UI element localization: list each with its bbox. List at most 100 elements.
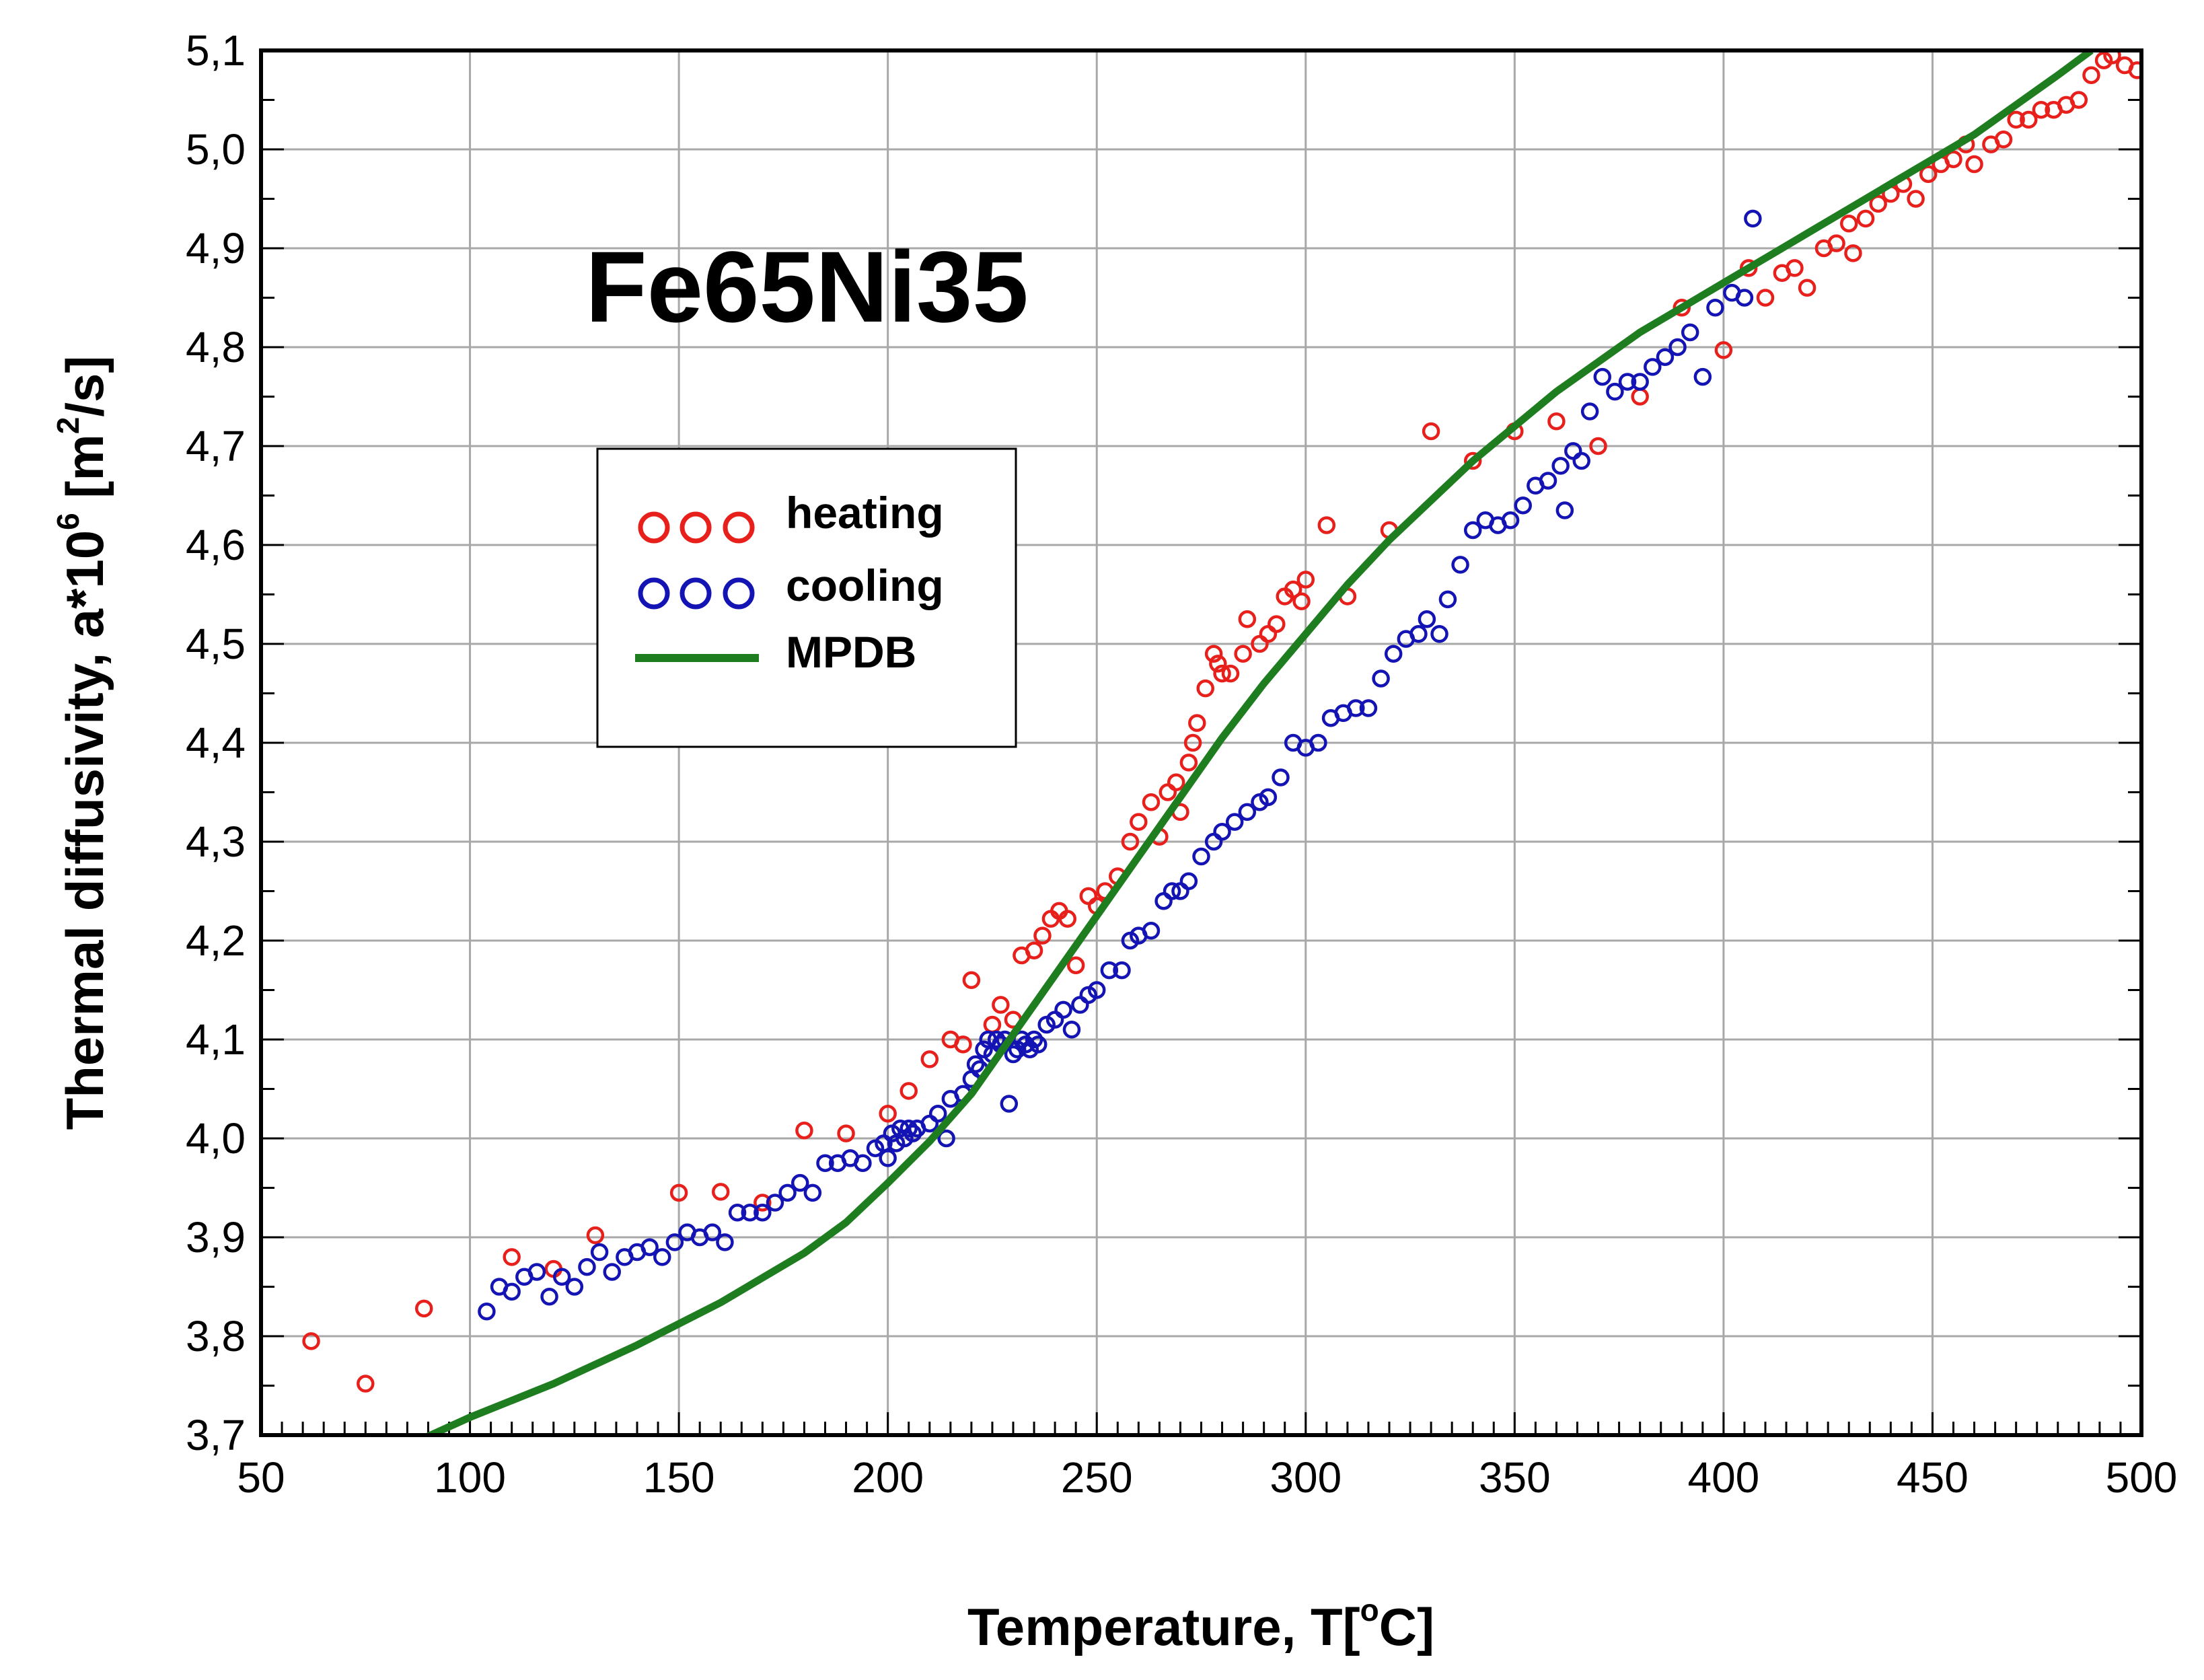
y-axis-title-tail: /s] bbox=[55, 356, 114, 417]
cooling-point bbox=[1430, 625, 1448, 643]
y-axis-title: Thermal diffusivity, a*106 [m2/s] bbox=[50, 356, 114, 1130]
cooling-point bbox=[1272, 768, 1290, 787]
x-tick-labels: 50 100 150 200 250 300 350 400 450 500 bbox=[237, 1453, 2177, 1502]
y-tick-labels: 3,7 3,8 3,9 4,0 4,1 4,2 4,3 4,4 4,5 4,6 4,7 4,8 4,9 5… bbox=[186, 26, 246, 1459]
cooling-point bbox=[1668, 338, 1687, 357]
legend-entry-mpdb: MPDB bbox=[635, 627, 916, 677]
y-tick-label: 4,0 bbox=[186, 1114, 246, 1163]
heating-point bbox=[899, 1082, 918, 1100]
heating-point bbox=[503, 1248, 521, 1266]
heating-point bbox=[1292, 592, 1311, 611]
heating-point bbox=[1142, 793, 1161, 811]
x-tick-label: 450 bbox=[1897, 1453, 1969, 1502]
heating-point bbox=[2082, 66, 2100, 84]
x-axis-title: Temperature, T[oC] bbox=[967, 1593, 1434, 1656]
cooling-point bbox=[1213, 823, 1231, 841]
heating-point bbox=[795, 1121, 813, 1140]
heating-point bbox=[837, 1124, 855, 1142]
heating-point bbox=[1066, 956, 1085, 974]
legend-entry-cooling: cooling bbox=[638, 560, 944, 610]
y-tick-label: 4,6 bbox=[186, 521, 246, 569]
heating-point bbox=[2007, 110, 2025, 129]
legend-cooling-marker bbox=[638, 577, 670, 610]
heating-point bbox=[1167, 773, 1185, 792]
cooling-point bbox=[1359, 699, 1378, 717]
heating-point bbox=[1213, 664, 1231, 683]
legend-cooling-marker bbox=[723, 577, 755, 610]
heating-point bbox=[1827, 234, 1845, 252]
heating-point bbox=[1739, 259, 1758, 277]
cooling-point bbox=[1179, 872, 1198, 891]
cooling-point bbox=[1372, 669, 1390, 688]
cooling-point bbox=[1463, 521, 1482, 540]
cooling-point bbox=[1238, 803, 1257, 821]
heating-point bbox=[1121, 832, 1140, 851]
cooling-point bbox=[1054, 1000, 1072, 1019]
heating-point bbox=[1673, 298, 1691, 317]
cooling-point bbox=[1735, 289, 1754, 307]
cooling-point bbox=[1029, 1035, 1048, 1054]
cooling-point bbox=[590, 1243, 609, 1262]
series-layer bbox=[302, 50, 2141, 1435]
heating-point bbox=[1714, 341, 1733, 359]
heating-point bbox=[1547, 412, 1566, 431]
cooling-point bbox=[1693, 367, 1712, 386]
cooling-point bbox=[578, 1257, 596, 1276]
y-tick-label: 3,7 bbox=[186, 1411, 246, 1459]
cooling-point bbox=[816, 1154, 834, 1172]
cooling-point bbox=[1225, 813, 1244, 831]
cooling-point bbox=[754, 1204, 772, 1222]
plot-frame bbox=[259, 48, 2143, 1437]
cooling-point bbox=[1631, 373, 1649, 391]
x-tick-label: 350 bbox=[1479, 1453, 1551, 1502]
cooling-point bbox=[565, 1278, 584, 1296]
heating-point bbox=[1025, 941, 1043, 959]
legend-label-heating: heating bbox=[786, 488, 944, 538]
y-axis-title-sup1: 6 bbox=[50, 513, 85, 530]
y-tick-label: 4,8 bbox=[186, 323, 246, 371]
heating-point bbox=[2020, 110, 2038, 129]
heating-point bbox=[1965, 155, 1983, 174]
y-tick-label: 4,9 bbox=[186, 224, 246, 272]
cooling-point bbox=[1163, 882, 1181, 900]
heating-point bbox=[1204, 645, 1223, 663]
heating-point bbox=[1907, 190, 1925, 208]
heating-point bbox=[1058, 910, 1076, 928]
y-tick-label: 4,5 bbox=[186, 620, 246, 668]
cooling-point bbox=[540, 1287, 558, 1306]
x-tick-label: 400 bbox=[1687, 1453, 1759, 1502]
cooling-point bbox=[766, 1194, 784, 1212]
heating-point bbox=[1944, 150, 1962, 168]
legend: heating cooling MPDB bbox=[596, 447, 1017, 748]
y-tick-label: 4,7 bbox=[186, 422, 246, 470]
series-heating bbox=[302, 50, 2141, 1393]
cooling-point bbox=[1539, 472, 1557, 490]
cooling-point bbox=[1593, 367, 1612, 386]
heating-point bbox=[1033, 926, 1052, 945]
cooling-point bbox=[937, 1129, 955, 1148]
heating-point bbox=[1284, 580, 1302, 599]
heating-point bbox=[2103, 50, 2121, 65]
heating-point bbox=[1238, 610, 1257, 628]
x-tick-label: 150 bbox=[643, 1453, 715, 1502]
legend-entry-heating: heating bbox=[638, 488, 944, 544]
heating-point bbox=[1209, 655, 1227, 673]
heating-point bbox=[1296, 571, 1315, 589]
cooling-point bbox=[1418, 610, 1436, 628]
heating-point bbox=[1786, 259, 1804, 277]
legend-cooling-marker bbox=[679, 577, 712, 610]
heating-point bbox=[754, 1194, 772, 1212]
cooling-point bbox=[665, 1233, 684, 1251]
cooling-point bbox=[1409, 625, 1428, 643]
x-tick-label: 100 bbox=[434, 1453, 506, 1502]
x-axis-title-sup: o bbox=[1360, 1593, 1379, 1628]
cooling-point bbox=[1347, 699, 1365, 717]
cooling-point bbox=[1514, 496, 1533, 515]
cooling-point bbox=[1606, 382, 1624, 401]
cooling-point bbox=[1501, 511, 1520, 529]
x-axis-title-tail: C] bbox=[1379, 1597, 1434, 1656]
heating-point bbox=[1268, 615, 1286, 633]
y-tick-label: 4,3 bbox=[186, 817, 246, 866]
cooling-point bbox=[1451, 556, 1469, 574]
